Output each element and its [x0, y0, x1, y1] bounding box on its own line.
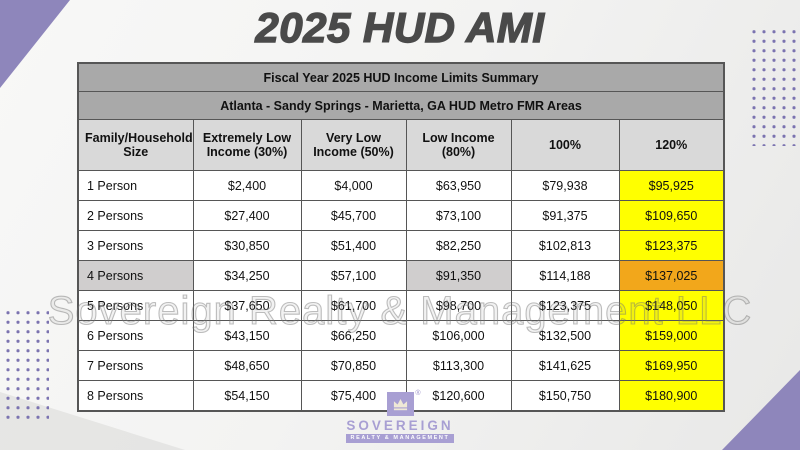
income-value-cell: $113,300	[405, 350, 512, 381]
table-row: 1 Person $2,400 $4,000 $63,950 $79,938 $95,92…	[77, 170, 725, 201]
income-limits-table: Fiscal Year 2025 HUD Income Limits Summa…	[77, 62, 725, 412]
income-value-cell: $37,650	[192, 290, 302, 321]
income-value-cell: $63,950	[405, 170, 512, 201]
table-row: 6 Persons $43,150 $66,250 $106,000 $132,500 $…	[77, 320, 725, 351]
logo-name: SOVEREIGN	[346, 417, 454, 433]
logo-tagline: REALTY & MANAGEMENT	[345, 433, 455, 443]
income-value-cell: $123,375	[510, 290, 620, 321]
income-value-cell: $2,400	[192, 170, 302, 201]
income-value-cell: $120,600	[405, 380, 512, 412]
table-row: 5 Persons $37,650 $61,700 $98,700 $123,375 $1…	[77, 290, 725, 321]
household-size-cell: 4 Persons	[77, 260, 194, 291]
income-value-cell: $82,250	[405, 230, 512, 261]
income-value-cell: $45,700	[300, 200, 407, 231]
table-title: Fiscal Year 2025 HUD Income Limits Summa…	[77, 62, 725, 92]
table-subtitle-row: Atlanta - Sandy Springs - Marietta, GA H…	[77, 91, 725, 120]
income-value-cell: $70,850	[300, 350, 407, 381]
income-value-cell: $114,188	[510, 260, 620, 291]
column-header: 120%	[618, 119, 725, 171]
registered-mark: ®	[415, 390, 421, 397]
income-value-cell: $169,950	[618, 350, 725, 381]
income-value-cell: $102,813	[510, 230, 620, 261]
column-header: Low Income (80%)	[405, 119, 512, 171]
income-value-cell: $4,000	[300, 170, 407, 201]
household-size-cell: 1 Person	[77, 170, 194, 201]
income-value-cell: $123,375	[618, 230, 725, 261]
income-value-cell: $106,000	[405, 320, 512, 351]
household-size-cell: 3 Persons	[77, 230, 194, 261]
income-value-cell: $61,700	[300, 290, 407, 321]
income-value-cell: $95,925	[618, 170, 725, 201]
crown-icon	[386, 392, 414, 416]
income-value-cell: $98,700	[405, 290, 512, 321]
column-header: Family/Household Size	[77, 119, 194, 171]
income-value-cell: $27,400	[192, 200, 302, 231]
income-value-cell: $57,100	[300, 260, 407, 291]
income-value-cell: $43,150	[192, 320, 302, 351]
column-header: 100%	[510, 119, 620, 171]
column-header-row: Family/Household Size Extremely Low Incom…	[77, 119, 725, 171]
household-size-cell: 5 Persons	[77, 290, 194, 321]
income-value-cell: $109,650	[618, 200, 725, 231]
income-value-cell: $30,850	[192, 230, 302, 261]
income-value-cell: $66,250	[300, 320, 407, 351]
income-value-cell: $150,750	[510, 380, 620, 412]
table-row: 7 Persons $48,650 $70,850 $113,300 $141,625 $…	[77, 350, 725, 381]
household-size-cell: 8 Persons	[77, 380, 194, 412]
logo: ® SOVEREIGN REALTY & MANAGEMENT	[0, 390, 800, 443]
income-value-cell: $148,050	[618, 290, 725, 321]
income-value-cell: $180,900	[618, 380, 725, 412]
income-value-cell: $51,400	[300, 230, 407, 261]
table-subtitle: Atlanta - Sandy Springs - Marietta, GA H…	[77, 91, 725, 120]
table-title-row: Fiscal Year 2025 HUD Income Limits Summa…	[77, 62, 725, 92]
household-size-cell: 7 Persons	[77, 350, 194, 381]
income-value-cell: $159,000	[618, 320, 725, 351]
dot-grid-top-right	[749, 27, 796, 146]
column-header: Very Low Income (50%)	[300, 119, 407, 171]
table-row: 2 Persons $27,400 $45,700 $73,100 $91,375 $10…	[77, 200, 725, 231]
income-value-cell: $34,250	[192, 260, 302, 291]
income-value-cell: $79,938	[510, 170, 620, 201]
household-size-cell: 2 Persons	[77, 200, 194, 231]
table-row: 3 Persons $30,850 $51,400 $82,250 $102,813 $1…	[77, 230, 725, 261]
page-title: 2025 HUD AMI	[255, 3, 545, 51]
income-value-cell: $91,350	[405, 260, 512, 291]
income-value-cell: $132,500	[510, 320, 620, 351]
income-value-cell: $54,150	[192, 380, 302, 412]
income-value-cell: $91,375	[510, 200, 620, 231]
income-value-cell: $48,650	[192, 350, 302, 381]
column-header: Extremely Low Income (30%)	[192, 119, 302, 171]
income-value-cell: $73,100	[405, 200, 512, 231]
household-size-cell: 6 Persons	[77, 320, 194, 351]
logo-mark: ®	[386, 390, 421, 416]
income-value-cell: $141,625	[510, 350, 620, 381]
table-row: 4 Persons $34,250 $57,100 $91,350 $114,188 $1…	[77, 260, 725, 291]
income-value-cell: $137,025	[618, 260, 725, 291]
table-row: 8 Persons $54,150 $75,400 $120,600 $150,750 $…	[77, 380, 725, 412]
dot-grid-bottom-left	[3, 308, 49, 420]
